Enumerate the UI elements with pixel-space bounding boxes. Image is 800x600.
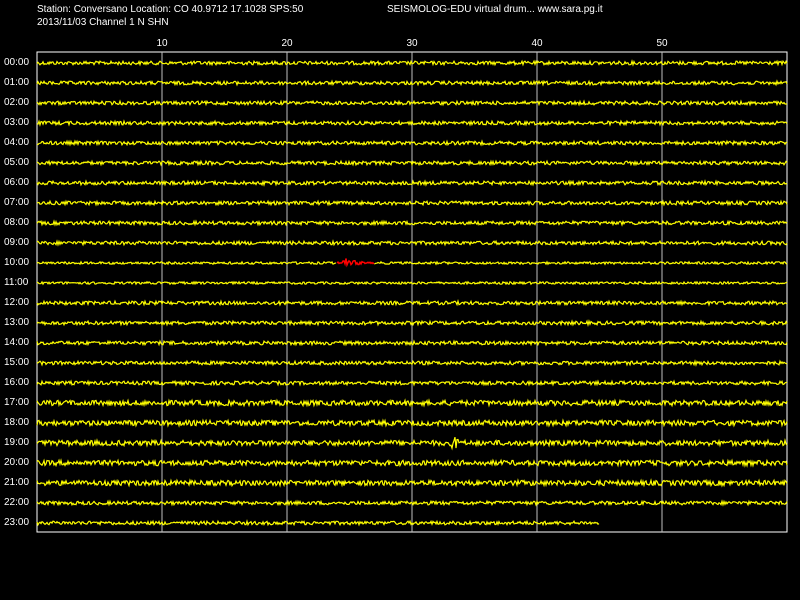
hour-label: 11:00 [4,277,29,288]
x-tick-label: 10 [156,38,168,49]
hour-label: 21:00 [4,477,30,488]
trace-1000 [36,260,788,266]
hour-label: 15:00 [4,357,30,368]
hour-label: 06:00 [4,177,30,188]
hour-label: 14:00 [4,337,30,348]
hour-label: 01:00 [4,77,30,88]
trace-1200 [36,299,788,307]
trace-1600 [36,379,788,387]
hour-label: 17:00 [4,397,30,408]
hour-label: 23:00 [4,517,30,528]
trace-1800 [36,418,788,428]
hour-label: 20:00 [4,457,30,468]
trace-0900 [36,239,788,247]
hour-label: 13:00 [4,317,30,328]
hour-label: 00:00 [4,57,30,68]
x-tick-label: 30 [406,38,418,49]
hour-label: 05:00 [4,157,30,168]
trace-2100 [36,478,788,488]
x-tick-label: 40 [531,38,543,49]
trace-0300 [36,119,788,127]
trace-0500 [36,159,788,167]
trace-0200 [36,99,787,107]
trace-0000 [36,59,788,67]
trace-1500 [36,359,788,367]
hour-label: 16:00 [4,377,30,388]
hour-label: 07:00 [4,197,30,208]
trace-0400 [37,139,788,147]
hour-label: 10:00 [4,257,30,268]
trace-0800 [36,219,788,227]
trace-2000 [36,458,788,468]
trace-1900 [36,437,788,451]
station-info: Station: Conversano Location: CO 40.9712… [37,4,304,15]
x-tick-label: 20 [281,38,293,49]
x-tick-label: 50 [656,38,668,49]
hour-label: 19:00 [4,437,30,448]
hour-label: 03:00 [4,117,30,128]
trace-1300 [36,319,788,328]
app-title: SEISMOLOG-EDU virtual drum... www.sara.p… [387,4,603,15]
trace-2300 [36,519,600,527]
seismic-event-trace [336,258,375,268]
hour-label: 02:00 [4,97,30,108]
date-channel-info: 2013/11/03 Channel 1 N SHN [37,17,169,28]
hour-label: 08:00 [4,217,30,228]
hour-label: 18:00 [4,417,30,428]
hour-label: 12:00 [4,297,30,308]
trace-1700 [36,398,788,408]
trace-0600 [36,179,788,187]
hour-label: 04:00 [4,137,30,148]
trace-1400 [36,339,788,347]
trace-0100 [36,79,788,87]
trace-0700 [36,199,788,207]
hour-label: 09:00 [4,237,30,248]
hour-label: 22:00 [4,497,30,508]
trace-2200 [36,499,788,507]
trace-1100 [36,280,788,286]
